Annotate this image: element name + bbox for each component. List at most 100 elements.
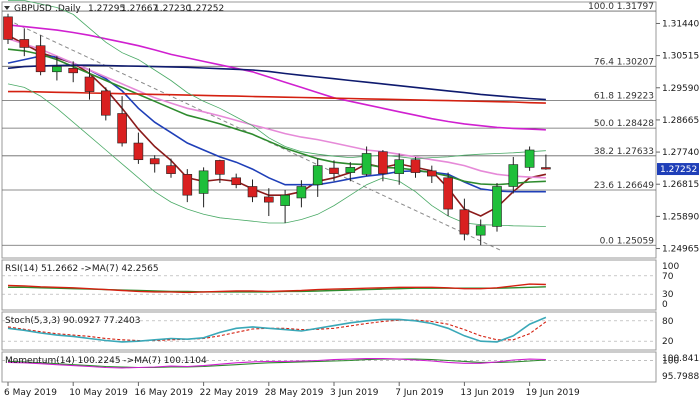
fib-level-label: 76.4 1.30207: [594, 57, 654, 67]
chart-symbol: GBPUSD: [14, 4, 52, 14]
stoch-label: Stoch(5,3,3) 90.0927 77.2403: [5, 316, 140, 326]
date-tick-label: 16 May 2019: [134, 388, 193, 398]
candle-body: [280, 194, 290, 206]
candle-body: [410, 159, 421, 173]
date-tick-label: 28 May 2019: [265, 388, 324, 398]
stoch-k-line: [7, 316, 547, 343]
moving-average-line: [7, 38, 546, 179]
candle-body: [19, 39, 30, 48]
candle-body: [215, 160, 225, 175]
rsi-label: RSI(14) 51.2662 ->MA(7) 42.2565: [5, 264, 159, 274]
date-tick-label: 13 Jun 2019: [460, 388, 514, 398]
fib-level-label: 100.0 1.31797: [588, 2, 654, 12]
indicator-tick-label: 100: [662, 262, 679, 272]
last-price-tag: [657, 163, 699, 176]
date-tick-label: 3 Jun 2019: [330, 388, 379, 398]
candle-body: [361, 153, 372, 175]
candle-body: [68, 68, 78, 74]
price-axis: 1.31440 1.30515 1.29590 1.28665 1.27740 1.268…: [656, 19, 699, 255]
candle-body: [312, 165, 323, 186]
candle-body: [378, 151, 388, 174]
stoch-panel: [1, 311, 657, 351]
price-tick-label: 1.26815: [662, 180, 699, 190]
moving-average-line: [7, 48, 546, 186]
momentum-line: [7, 358, 546, 369]
chart-timeframe: .Daily: [55, 4, 81, 14]
date-tick-label: 6 May 2019: [4, 388, 57, 398]
moving-averages: [7, 0, 547, 227]
candle-body: [84, 76, 95, 92]
indicator-tick-label: 80: [662, 317, 674, 327]
moving-average-line: [7, 64, 546, 101]
ohlc-open: 1.27295: [88, 4, 125, 14]
moving-average-line: [7, 34, 547, 217]
momentum-indicator: 100.8412100 95.7988: [2, 354, 700, 382]
candle-body: [52, 66, 62, 73]
moving-average-line: [7, 24, 546, 131]
candle-body: [541, 167, 551, 170]
fib-level-label: 23.6 1.26649: [594, 181, 654, 191]
candle-body: [296, 186, 307, 199]
candle-body: [475, 225, 486, 236]
candle-body: [149, 158, 160, 165]
main-panel: [1, 1, 657, 259]
price-tick-label: 1.30515: [662, 52, 699, 62]
candle-body: [3, 16, 13, 40]
price-tick-label: 1.27740: [662, 148, 699, 158]
candle-body: [182, 174, 193, 196]
ohlc-low: 1.27230: [154, 4, 191, 14]
rsi-panel: [1, 259, 657, 311]
candle-body: [459, 209, 470, 235]
indicator-tick-label: 20: [662, 337, 674, 347]
collapse-triangle-icon: [4, 6, 10, 10]
candle-body: [426, 170, 437, 177]
date-axis: 6 May 2019 10 May 2019 16 May 2019 22 May 2…: [4, 382, 580, 398]
candle-body: [166, 165, 176, 174]
price-tick-label: 1.29590: [662, 84, 699, 94]
indicator-tick-label: 100.8412: [662, 354, 700, 364]
stochastic-indicator: 80 20: [2, 316, 674, 347]
moving-average-line: [8, 0, 546, 160]
candle-body: [492, 186, 502, 227]
price-tick-label: 1.31440: [662, 19, 699, 29]
moving-average-line: [8, 90, 546, 104]
candle-body: [117, 113, 127, 144]
moving-average-line: [7, 83, 546, 227]
price-tick-label: 1.28665: [662, 116, 699, 126]
indicator-tick-label: 100: [662, 356, 679, 366]
indicator-tick-label: 30: [662, 290, 674, 300]
ohlc-high: 1.27667: [121, 4, 158, 14]
candlesticks: [3, 13, 551, 246]
momentum-ma-line: [7, 358, 546, 369]
candle-body: [133, 142, 144, 161]
fib-level-label: 0.0 1.25059: [600, 236, 655, 246]
candle-body: [247, 186, 258, 198]
rsi-line: [7, 283, 546, 294]
indicator-tick-label: 0: [662, 300, 668, 310]
fib-level-label: 61.8 1.29223: [594, 92, 654, 102]
candle-body: [101, 90, 111, 116]
candle-body: [231, 177, 241, 186]
momentum-panel: [1, 351, 657, 383]
candle-body: [508, 164, 519, 187]
chart-header: GBPUSD .Daily 1.27295 1.27667 1.27230 1.…: [4, 4, 224, 14]
fibonacci-levels: 100.0 1.31797 76.4 1.30207 61.8 1.29223 50.…: [2, 2, 656, 246]
price-tick-label: 1.24965: [662, 245, 699, 255]
date-tick-label: 19 Jun 2019: [526, 388, 580, 398]
candle-body: [35, 45, 46, 73]
candle-body: [394, 159, 405, 174]
ohlc-close: 1.27252: [187, 4, 224, 14]
date-tick-label: 10 May 2019: [69, 388, 128, 398]
date-tick-label: 7 Jun 2019: [395, 388, 444, 398]
candle-body: [198, 170, 209, 194]
date-tick-label: 22 May 2019: [200, 388, 259, 398]
fib-level-label: 38.2 1.27633: [594, 147, 654, 157]
fib-level-label: 50.0 1.28428: [594, 119, 654, 129]
price-tick-label: 1.25890: [662, 212, 699, 222]
candle-body: [263, 196, 274, 203]
candle-body: [524, 149, 535, 168]
candle-body: [443, 177, 453, 210]
indicator-tick-label: 95.7988: [662, 372, 699, 382]
